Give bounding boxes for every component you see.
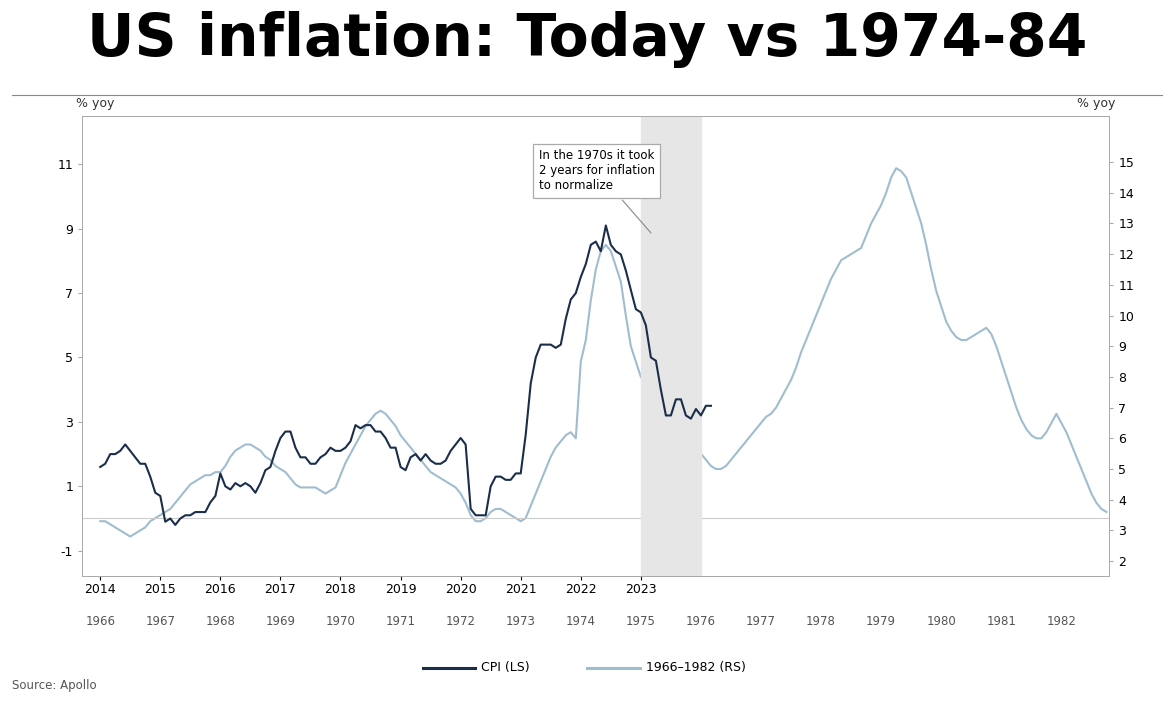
- Text: 1977: 1977: [745, 615, 776, 628]
- Text: 1967: 1967: [146, 615, 175, 628]
- Text: 1979: 1979: [866, 615, 896, 628]
- Text: 1969: 1969: [265, 615, 296, 628]
- Text: 1973: 1973: [506, 615, 535, 628]
- Text: 1976: 1976: [686, 615, 716, 628]
- Text: 1974: 1974: [566, 615, 595, 628]
- Text: 1966: 1966: [86, 615, 115, 628]
- Text: 1981: 1981: [986, 615, 1017, 628]
- Text: In the 1970s it took
2 years for inflation
to normalize: In the 1970s it took 2 years for inflati…: [539, 149, 655, 233]
- Text: CPI (LS): CPI (LS): [481, 662, 529, 674]
- Text: Source: Apollo: Source: Apollo: [12, 680, 96, 692]
- Text: US inflation: Today vs 1974-84: US inflation: Today vs 1974-84: [87, 11, 1087, 67]
- Text: % yoy: % yoy: [1077, 98, 1115, 110]
- Text: 1971: 1971: [385, 615, 416, 628]
- Text: % yoy: % yoy: [76, 98, 115, 110]
- Text: 1978: 1978: [807, 615, 836, 628]
- Text: 1966–1982 (RS): 1966–1982 (RS): [646, 662, 745, 674]
- Text: 1982: 1982: [1046, 615, 1077, 628]
- Text: 1980: 1980: [926, 615, 956, 628]
- Text: 1975: 1975: [626, 615, 656, 628]
- Text: 1968: 1968: [205, 615, 235, 628]
- Text: 1970: 1970: [325, 615, 356, 628]
- Text: 1972: 1972: [446, 615, 475, 628]
- Bar: [641, 116, 701, 576]
